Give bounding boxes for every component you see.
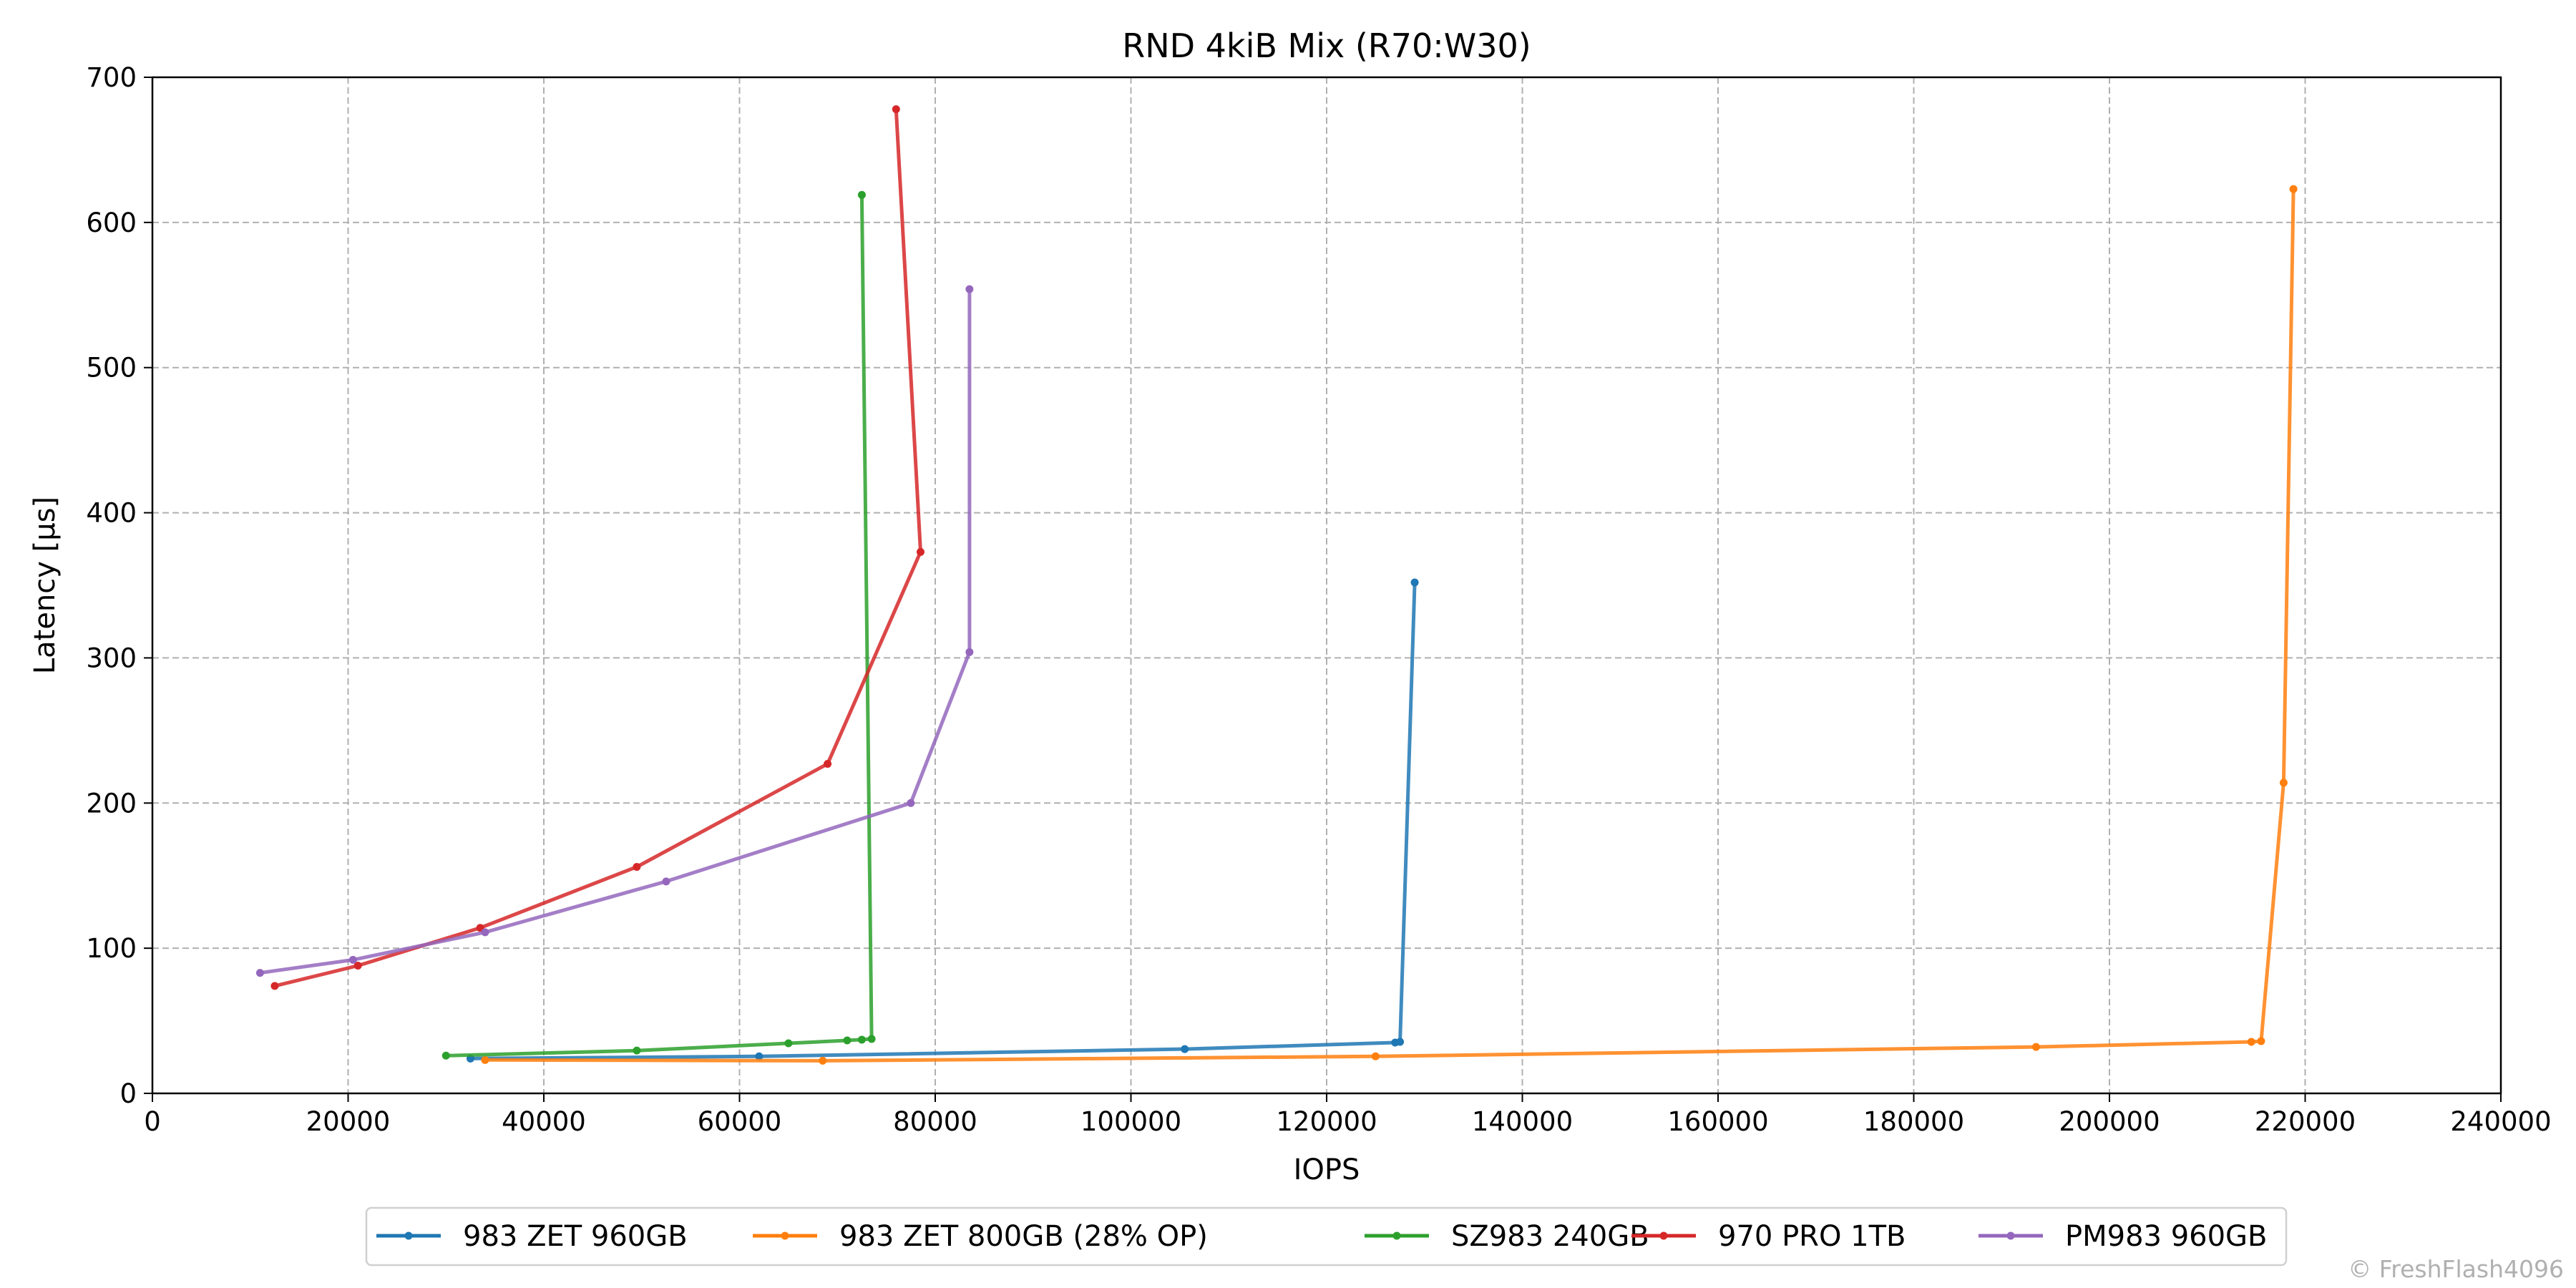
y-tick-label: 100 (86, 933, 137, 964)
series-5 (255, 285, 974, 977)
data-point (1410, 578, 1419, 587)
x-axis-label: IOPS (1294, 1153, 1360, 1186)
watermark: © FreshFlash4096 (2348, 1255, 2564, 1283)
axis-ticks: 0 20000 40000 60000 80000 100000 120000 140000 1… (86, 62, 2551, 1137)
x-tick-label: 220000 (2255, 1106, 2356, 1137)
data-point (255, 969, 264, 977)
legend-marker (781, 1231, 789, 1240)
data-point (857, 1035, 866, 1044)
series-4 (270, 105, 924, 990)
data-point (2279, 779, 2288, 787)
y-tick-label: 200 (86, 788, 137, 819)
legend-marker (1659, 1231, 1668, 1240)
data-point (843, 1036, 852, 1045)
x-tick-label: 140000 (1472, 1106, 1573, 1137)
data-point (348, 955, 357, 964)
data-point (2257, 1037, 2265, 1045)
y-tick-label: 700 (86, 62, 137, 93)
data-point (892, 105, 900, 114)
legend-label: PM983 960GB (2065, 1220, 2267, 1253)
chart-title: RND 4kiB Mix (R70:W30) (1122, 26, 1531, 65)
data-point (867, 1035, 876, 1043)
y-tick-label: 300 (86, 643, 137, 673)
data-point (481, 928, 489, 937)
x-tick-label: 240000 (2450, 1106, 2551, 1137)
x-tick-label: 120000 (1276, 1106, 1377, 1137)
series-line (483, 187, 2296, 1063)
y-tick-label: 500 (86, 353, 137, 384)
data-point (916, 547, 924, 556)
data-point (2031, 1043, 2040, 1051)
y-tick-label: 600 (86, 208, 137, 238)
data-point (965, 648, 974, 656)
x-tick-label: 80000 (893, 1106, 977, 1137)
x-tick-label: 200000 (2059, 1106, 2160, 1137)
legend: 983 ZET 960GB 983 ZET 800GB (28% OP) SZ983… (365, 1206, 2288, 1267)
data-point (662, 877, 670, 886)
x-tick-label: 60000 (698, 1106, 782, 1137)
data-point (1181, 1045, 1189, 1053)
data-point (270, 982, 279, 990)
data-point (353, 961, 362, 970)
x-tick-label: 20000 (306, 1106, 391, 1137)
series-3 (441, 190, 876, 1060)
y-axis-label: Latency [µs] (29, 497, 62, 674)
series-group (255, 105, 2298, 1065)
data-point (907, 799, 915, 807)
data-point (633, 863, 641, 872)
x-tick-label: 180000 (1863, 1106, 1964, 1137)
legend-marker (1392, 1231, 1401, 1240)
x-tick-label: 0 (144, 1106, 161, 1137)
x-tick-label: 160000 (1667, 1106, 1768, 1137)
data-point (784, 1039, 793, 1048)
data-point (1371, 1052, 1380, 1060)
data-point (755, 1052, 763, 1060)
data-point (441, 1051, 450, 1060)
legend-label: 970 PRO 1TB (1718, 1220, 1906, 1253)
data-point (824, 760, 832, 769)
data-point (819, 1056, 827, 1065)
legend-label: 983 ZET 800GB (28% OP) (839, 1220, 1208, 1253)
data-point (1396, 1038, 1405, 1046)
y-tick-label: 400 (86, 498, 137, 529)
legend-label: SZ983 240GB (1451, 1220, 1649, 1253)
data-point (857, 190, 866, 199)
data-point (965, 285, 974, 293)
legend-marker (404, 1231, 413, 1240)
data-point (633, 1046, 641, 1055)
data-point (2289, 185, 2298, 193)
series-2 (481, 185, 2298, 1065)
data-point (481, 1055, 489, 1064)
legend-marker (2006, 1231, 2015, 1240)
x-tick-label: 40000 (502, 1106, 586, 1137)
y-tick-label: 0 (119, 1078, 137, 1109)
x-tick-label: 100000 (1080, 1106, 1181, 1137)
legend-label: 983 ZET 960GB (463, 1220, 688, 1253)
legend-box (365, 1206, 2288, 1267)
series-line (468, 580, 1417, 1060)
grid (152, 77, 2501, 1093)
data-point (2247, 1038, 2255, 1046)
